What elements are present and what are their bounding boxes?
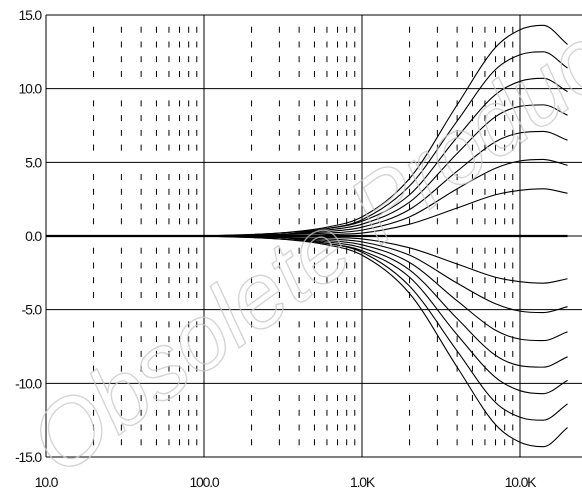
- watermark: Obsolete Product(s) -: [12, 0, 582, 494]
- y-tick-label: 15.0: [19, 7, 43, 23]
- series-line: [46, 235, 568, 284]
- series-line: [46, 235, 568, 448]
- y-tick-label: 10.0: [19, 81, 43, 97]
- series-line: [46, 235, 568, 395]
- y-tick-label: 5.0: [25, 154, 42, 170]
- y-axis-tick-labels: 15.0 10.0 5.0 0.0 -5.0 -10.0 -15.0: [15, 7, 44, 465]
- x-tick-label: 10.0K: [505, 474, 537, 490]
- x-tick-label: 1.0K: [350, 474, 376, 490]
- series-line: [46, 158, 568, 237]
- y-tick-label: -5.0: [22, 302, 43, 318]
- series-line: [46, 51, 568, 237]
- x-axis-tick-labels: 10.0 100.0 1.0K 10.0K: [35, 474, 539, 490]
- x-tick-label: 10.0: [35, 474, 59, 490]
- y-tick-label: -15.0: [15, 449, 42, 465]
- y-tick-label: -10.0: [15, 375, 42, 391]
- x-tick-label: 100.0: [189, 474, 219, 490]
- curve-series: [46, 24, 568, 448]
- y-tick-label: 0.0: [25, 228, 42, 244]
